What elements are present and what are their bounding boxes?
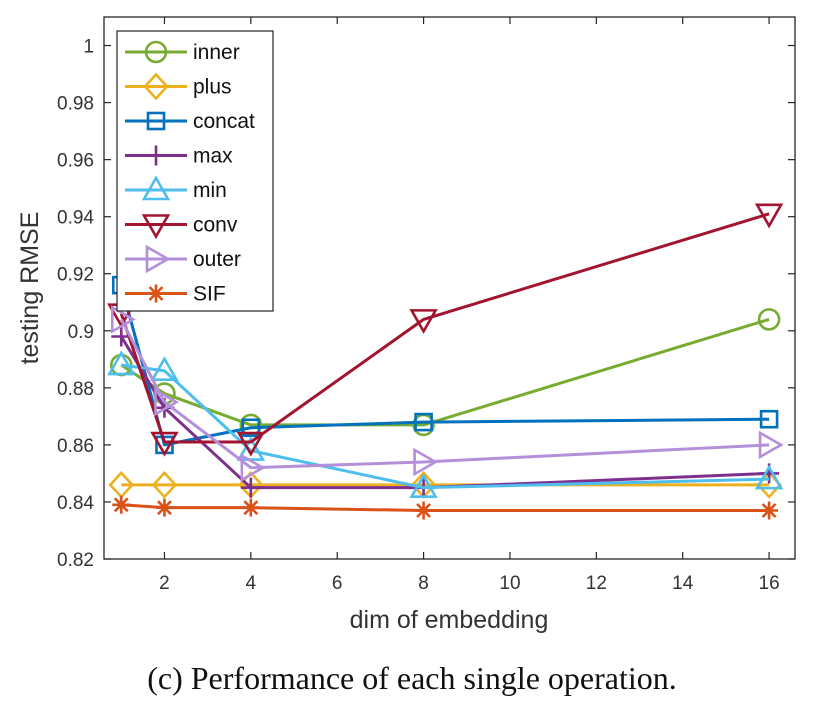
data-point-min (150, 356, 179, 382)
legend-marker (145, 244, 171, 274)
data-point-outer (413, 447, 439, 477)
legend-entry-plus: plus (125, 72, 232, 101)
x-axis-label: dim of embedding (350, 606, 549, 634)
legend-entry-conv: conv (125, 214, 238, 240)
data-point-SIF (414, 501, 433, 520)
legend: inner plus concat max min conv outer SIF (116, 30, 274, 312)
data-point-concat (241, 418, 261, 438)
x-tick-label: 8 (418, 573, 429, 594)
y-tick-label: 0.94 (57, 208, 94, 229)
figure-caption: (c) Performance of each single operation… (147, 660, 677, 696)
y-tick-label: 0.96 (57, 151, 94, 172)
series-line-concat (119, 284, 770, 447)
legend-entry-max: max (125, 145, 233, 168)
legend-label: outer (193, 248, 241, 271)
data-point-SIF (241, 498, 260, 517)
y-tick-label: 0.92 (57, 265, 94, 286)
legend-marker (144, 40, 168, 64)
x-tick-label: 16 (759, 573, 780, 594)
x-tick-label: 4 (246, 573, 257, 594)
y-tick-label: 0.98 (57, 94, 94, 115)
data-point-plus (151, 470, 178, 499)
x-tick-label: 12 (586, 573, 607, 594)
legend-label: plus (193, 76, 232, 99)
data-point-outer (110, 305, 136, 334)
data-point-min (754, 464, 784, 490)
x-tick-label: 14 (672, 573, 694, 594)
data-point-SIF (760, 501, 779, 520)
series-outer (110, 305, 784, 482)
axis-ticks: 2 4 6 8 10 12 14 16 0.82 0.84 0.86 0.88 0.9 0.92 0.94 0… (57, 17, 795, 594)
series-line-outer (119, 318, 770, 470)
legend-label: min (193, 179, 227, 202)
data-point-SIF (112, 495, 131, 514)
data-point-SIF (155, 498, 174, 517)
legend-marker (147, 284, 165, 303)
y-tick-label: 0.86 (57, 436, 94, 457)
legend-entry-outer: outer (125, 244, 241, 274)
legend-entry-inner: inner (125, 40, 240, 64)
y-tick-label: 0.84 (57, 493, 94, 514)
data-point-conv (409, 309, 438, 334)
y-axis-label: testing RMSE (16, 212, 44, 365)
data-point-outer (154, 387, 180, 417)
legend-marker (146, 111, 166, 131)
data-point-conv (236, 431, 266, 457)
data-point-outer (758, 430, 784, 460)
data-point-outer (240, 453, 266, 482)
data-point-min (409, 473, 438, 498)
data-point-max (240, 477, 261, 498)
legend-label: conv (193, 214, 238, 237)
legend-marker (141, 214, 171, 240)
legend-marker (143, 72, 169, 101)
y-tick-label: 1 (83, 37, 94, 58)
legend-marker (141, 175, 171, 201)
series-layer (107, 203, 784, 520)
series-SIF (112, 495, 779, 520)
x-tick-label: 2 (159, 573, 170, 594)
series-min (107, 350, 784, 498)
series-line-min (121, 363, 770, 490)
x-tick-label: 6 (332, 573, 343, 594)
y-tick-label: 0.88 (57, 379, 94, 400)
legend-label: inner (193, 41, 240, 64)
series-line-conv (119, 212, 770, 444)
data-point-concat (414, 412, 433, 432)
legend-label: concat (193, 110, 255, 133)
data-point-min (107, 350, 136, 376)
x-tick-label: 10 (499, 573, 520, 594)
legend-entry-min: min (125, 175, 227, 202)
data-point-conv (150, 431, 179, 457)
legend-label: max (193, 145, 233, 168)
data-point-concat (759, 409, 779, 429)
data-point-conv (754, 203, 784, 229)
y-tick-label: 0.82 (57, 550, 94, 571)
legend-marker (146, 145, 166, 166)
legend-box (116, 30, 274, 312)
legend-entry-SIF: SIF (125, 283, 226, 306)
data-point-inner (757, 308, 781, 331)
y-tick-label: 0.9 (68, 322, 94, 343)
legend-entry-concat: concat (125, 110, 255, 133)
legend-label: SIF (193, 283, 226, 306)
